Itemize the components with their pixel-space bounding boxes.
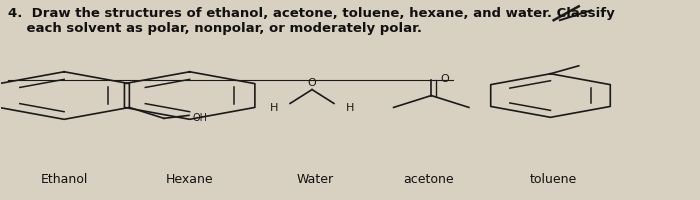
Text: toluene: toluene <box>530 172 578 185</box>
Text: Ethanol: Ethanol <box>41 172 88 185</box>
Text: 4.  Draw the structures of ethanol, acetone, toluene, hexane, and water. Classif: 4. Draw the structures of ethanol, aceto… <box>8 7 615 35</box>
Text: O: O <box>307 77 316 87</box>
Text: Hexane: Hexane <box>166 172 214 185</box>
Text: H: H <box>346 103 354 113</box>
Text: O: O <box>441 73 449 83</box>
Text: Water: Water <box>297 172 334 185</box>
Text: OH: OH <box>192 113 207 123</box>
Text: H: H <box>270 103 279 113</box>
Text: acetone: acetone <box>402 172 454 185</box>
